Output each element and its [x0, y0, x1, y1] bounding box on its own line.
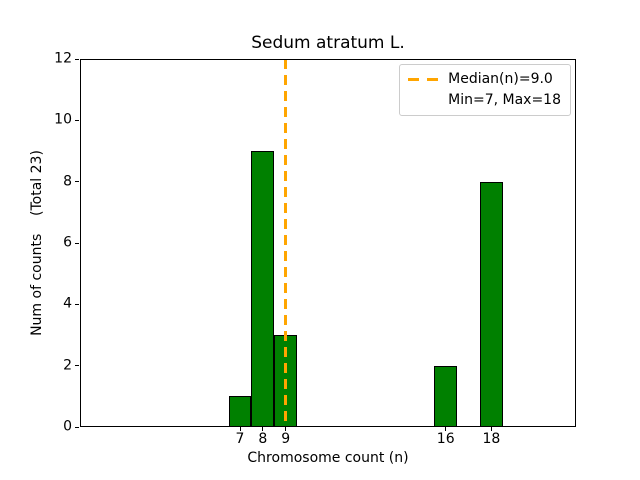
- plot-area: Median(n)=9.0 Min=7, Max=18 7 8 9 16 18 0 2 4 6 8…: [54, 51, 576, 447]
- legend-label-minmax: Min=7, Max=18: [448, 92, 561, 108]
- y-tick-label-4: 4: [63, 295, 72, 312]
- x-tick-mark-16: [445, 427, 447, 431]
- y-tick-label-2: 2: [63, 357, 72, 374]
- y-tick-label-8: 8: [63, 173, 72, 190]
- y-tick-label-0: 0: [63, 418, 72, 435]
- legend: Median(n)=9.0 Min=7, Max=18: [399, 64, 571, 116]
- x-tick-label-18: 18: [482, 431, 501, 447]
- x-tick-mark-9: [285, 427, 287, 431]
- legend-label-median: Median(n)=9.0: [448, 71, 553, 87]
- x-axis-label: Chromosome count (n): [247, 450, 409, 466]
- x-tick-label-16: 16: [436, 431, 455, 447]
- x-tick-mark-18: [490, 427, 492, 431]
- x-tick-mark-8: [262, 427, 264, 431]
- legend-row-median: Median(n)=9.0: [408, 70, 561, 89]
- x-tick-label-7: 7: [235, 431, 245, 447]
- y-tick-label-6: 6: [63, 234, 72, 251]
- bar-n16: [434, 365, 458, 427]
- x-tick-mark-7: [239, 427, 241, 431]
- y-tick-label-10: 10: [54, 111, 72, 128]
- y-tick-mark-2: [75, 365, 79, 367]
- y-tick-label-12: 12: [54, 50, 72, 67]
- x-tick-label-9: 9: [281, 431, 291, 447]
- bar-n18: [480, 181, 503, 427]
- bar-n7: [228, 396, 252, 427]
- y-tick-mark-6: [75, 242, 79, 244]
- y-tick-mark-4: [75, 303, 79, 305]
- legend-sample-spacer: [408, 99, 438, 102]
- bar-n8: [251, 151, 275, 427]
- y-tick-mark-0: [75, 426, 79, 428]
- x-tick-label-8: 8: [258, 431, 268, 447]
- y-tick-mark-8: [75, 181, 79, 183]
- y-tick-mark-10: [75, 119, 79, 121]
- y-tick-mark-12: [75, 58, 79, 60]
- chart-title: Sedum atratum L.: [251, 33, 405, 53]
- legend-row-minmax: Min=7, Max=18: [408, 91, 561, 110]
- median-line: [284, 59, 288, 427]
- y-axis-label: Num of counts (Total 23): [29, 150, 45, 336]
- median-dashed-line-legend-sample: [408, 78, 439, 81]
